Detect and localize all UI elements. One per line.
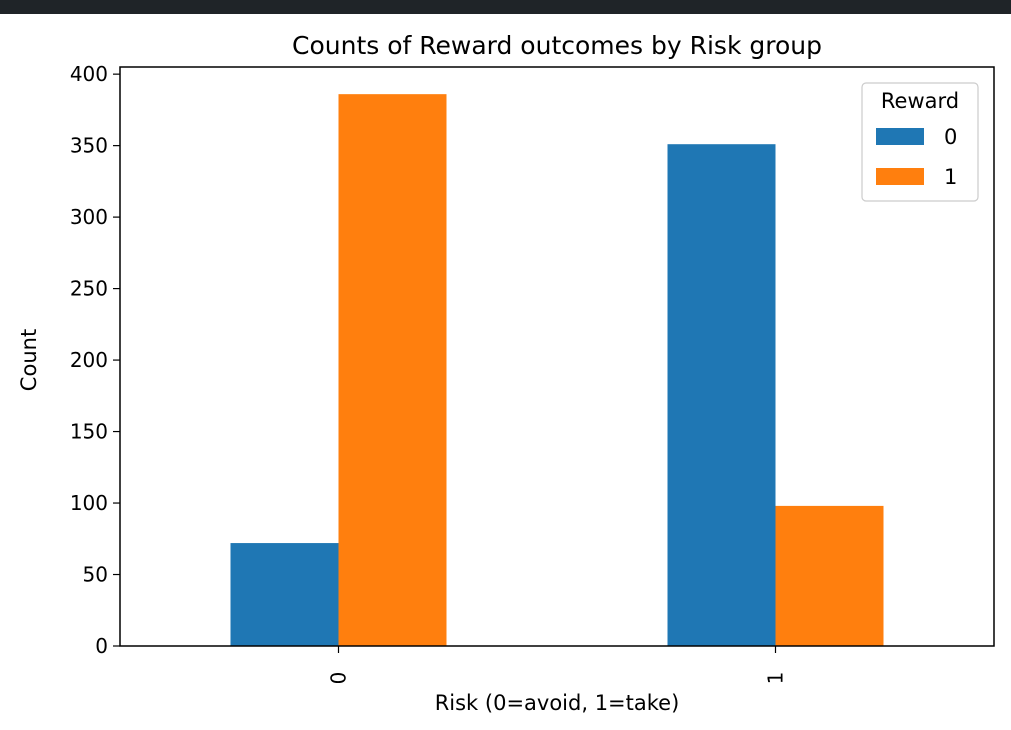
y-tick-label: 100: [70, 491, 108, 515]
y-tick-label: 350: [70, 134, 108, 158]
y-tick-label: 200: [70, 348, 108, 372]
bar-risk-1-reward-0: [667, 144, 776, 646]
window-top-bar: [0, 0, 1011, 14]
y-tick-label: 300: [70, 205, 108, 229]
y-tick-label: 400: [70, 62, 108, 86]
x-tick-label: 1: [764, 672, 788, 685]
x-tick-label: 0: [327, 672, 351, 685]
y-axis-ticks: 0 50 100 150 200 250 300 350 400: [70, 62, 120, 658]
y-tick-label: 0: [95, 634, 108, 658]
legend-swatch-reward-1: [876, 168, 924, 185]
legend: Reward 0 1: [861, 82, 979, 202]
x-axis-label: Risk (0=avoid, 1=take): [435, 691, 680, 715]
bar-risk-0-reward-1: [338, 94, 447, 646]
y-axis-label: Count: [17, 329, 41, 391]
plot-area-frame: [119, 66, 995, 647]
legend-label-reward-0: 0: [944, 125, 957, 149]
y-tick-label: 250: [70, 277, 108, 301]
legend-label-reward-1: 1: [944, 165, 957, 189]
bar-risk-1-reward-1: [775, 505, 884, 646]
chart-title: Counts of Reward outcomes by Risk group: [292, 31, 822, 60]
legend-swatch-reward-0: [876, 128, 924, 145]
bar-risk-0-reward-0: [230, 543, 339, 646]
y-tick-label: 150: [70, 420, 108, 444]
bars-group: [230, 94, 884, 646]
y-tick-label: 50: [83, 563, 108, 587]
legend-title: Reward: [881, 89, 959, 113]
